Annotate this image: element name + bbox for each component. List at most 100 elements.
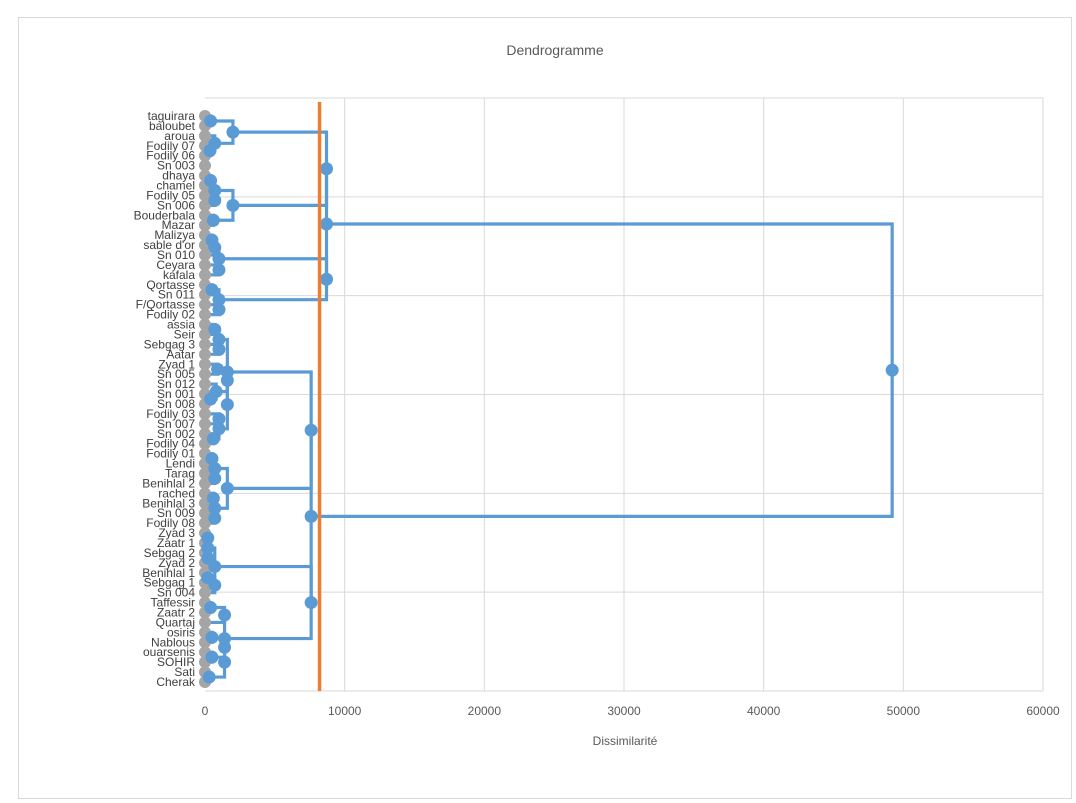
node-marker bbox=[212, 293, 226, 307]
leaf-marker bbox=[199, 507, 211, 520]
leaf-label: Quartaj bbox=[156, 615, 195, 629]
leaf-label: baloubet bbox=[149, 119, 196, 133]
x-tick-label: 60000 bbox=[1026, 704, 1060, 718]
node-marker bbox=[201, 531, 215, 545]
node-marker bbox=[206, 213, 220, 227]
chart-title: Dendrogramme bbox=[506, 42, 603, 58]
node-marker bbox=[205, 283, 219, 297]
node-marker bbox=[211, 362, 225, 376]
dendrogram-link bbox=[232, 130, 329, 207]
node-marker bbox=[208, 241, 222, 255]
node-marker bbox=[226, 125, 240, 139]
leaf-label: assia bbox=[167, 318, 195, 332]
node-marker bbox=[220, 365, 234, 379]
leaf-marker bbox=[199, 467, 211, 480]
leaf-marker bbox=[199, 328, 211, 341]
leaf-label: rached bbox=[158, 486, 195, 500]
leaf-marker bbox=[199, 407, 211, 420]
leaf-label: Benihlal 1 bbox=[142, 566, 195, 580]
leaf-marker bbox=[199, 268, 211, 281]
dendrogram-link bbox=[214, 564, 313, 641]
leaf-label: Tarag bbox=[165, 466, 195, 480]
x-tick-label: 40000 bbox=[747, 704, 781, 718]
leaf-label: Sn 006 bbox=[157, 198, 195, 212]
node-marker bbox=[201, 541, 215, 555]
node-marker bbox=[226, 198, 240, 212]
x-tick-label: 30000 bbox=[607, 704, 641, 718]
node-markers bbox=[199, 110, 899, 689]
leaf-label: Zaatr 2 bbox=[157, 606, 195, 620]
leaf-label: dhaya bbox=[162, 169, 195, 183]
leaf-label: Fodily 04 bbox=[146, 437, 195, 451]
node-marker bbox=[220, 481, 234, 495]
node-marker bbox=[212, 332, 226, 346]
leaf-label: Sn 001 bbox=[157, 387, 195, 401]
dendrogram-chart: Dendrogramme 0 10000 20000 30000 40000 50000 6… bbox=[134, 42, 1060, 748]
leaf-marker bbox=[199, 348, 211, 361]
node-marker bbox=[218, 632, 232, 646]
node-marker bbox=[208, 560, 222, 574]
leaf-label: Zyad 1 bbox=[158, 357, 195, 371]
node-marker bbox=[208, 183, 222, 197]
dendrogram-link bbox=[311, 222, 894, 518]
leaf-marker bbox=[199, 199, 211, 212]
leaf-marker bbox=[199, 417, 211, 430]
leaf-label: Sn 012 bbox=[157, 377, 195, 391]
leaf-label: Sati bbox=[174, 665, 195, 679]
node-marker bbox=[208, 578, 222, 592]
leaf-label: Sebgag 1 bbox=[144, 576, 196, 590]
node-marker bbox=[204, 174, 218, 188]
node-marker bbox=[208, 193, 222, 207]
leaf-label: Seir bbox=[174, 327, 195, 341]
node-marker bbox=[208, 322, 222, 336]
node-marker bbox=[212, 422, 226, 436]
leaf-label: sable d'or bbox=[143, 238, 195, 252]
leaf-marker bbox=[199, 616, 211, 629]
node-marker bbox=[206, 491, 220, 505]
node-marker bbox=[220, 398, 234, 412]
node-marker bbox=[205, 650, 219, 664]
node-marker bbox=[218, 655, 232, 669]
leaf-marker bbox=[199, 586, 211, 599]
x-tick-label: 10000 bbox=[328, 704, 362, 718]
leaf-label: osiris bbox=[167, 625, 195, 639]
x-tick-labels: 0 10000 20000 30000 40000 50000 60000 bbox=[202, 704, 1060, 718]
node-marker bbox=[304, 509, 318, 523]
leaf-marker bbox=[199, 258, 211, 271]
leaf-label: Sn 011 bbox=[158, 288, 195, 302]
node-marker bbox=[208, 501, 222, 515]
dendrogram-link bbox=[227, 370, 313, 490]
node-marker bbox=[208, 471, 222, 485]
node-marker bbox=[218, 608, 232, 622]
leaf-label: Sn 007 bbox=[157, 417, 195, 431]
node-marker bbox=[320, 272, 334, 286]
node-marker bbox=[209, 385, 223, 399]
leaf-marker bbox=[199, 517, 211, 530]
leaf-label: Benihlal 3 bbox=[142, 496, 195, 510]
leaf-label: Lendi bbox=[166, 457, 195, 471]
leaf-label: Sn 008 bbox=[157, 397, 195, 411]
x-axis-title: Dissimilarité bbox=[593, 734, 658, 748]
leaf-label: Ceyara bbox=[156, 258, 195, 272]
leaf-marker bbox=[199, 308, 211, 321]
node-marker bbox=[212, 342, 226, 356]
node-marker bbox=[205, 630, 219, 644]
leaf-label: Sn 004 bbox=[157, 586, 195, 600]
leaf-marker bbox=[199, 298, 211, 311]
leaf-label: Cherak bbox=[156, 675, 196, 689]
leaf-label: Fodily 07 bbox=[146, 139, 195, 153]
leaf-label: Sn 009 bbox=[157, 506, 195, 520]
node-marker bbox=[206, 432, 220, 446]
leaf-label: Fodily 01 bbox=[146, 447, 195, 461]
node-marker bbox=[208, 462, 222, 476]
leaf-label: Mazar bbox=[162, 218, 195, 232]
grid-lines bbox=[205, 97, 1044, 692]
leaf-marker bbox=[199, 159, 211, 172]
leaf-label: Qortasse bbox=[146, 278, 195, 292]
leaf-label: Aatar bbox=[166, 347, 195, 361]
leaf-label: aroua bbox=[164, 129, 195, 143]
leaf-label: Fodily 06 bbox=[146, 149, 195, 163]
node-marker bbox=[320, 217, 334, 231]
leaf-marker bbox=[199, 338, 211, 351]
leaf-label: Sn 005 bbox=[157, 367, 195, 381]
